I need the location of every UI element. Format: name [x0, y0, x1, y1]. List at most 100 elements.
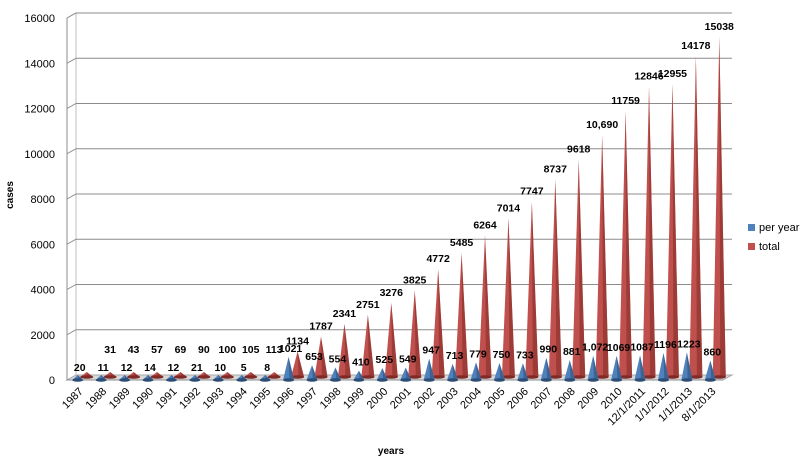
cone-per-year	[165, 375, 177, 382]
cone-per-year	[353, 370, 365, 382]
data-label-per-year: 990	[540, 344, 558, 356]
data-label-per-year: 733	[516, 349, 534, 361]
cone-per-year	[611, 355, 623, 382]
data-label-total: 7747	[520, 186, 544, 198]
cone-total	[150, 372, 164, 379]
data-label-per-year: 713	[446, 350, 464, 362]
data-label-total: 12955	[658, 68, 687, 80]
cone-total	[525, 201, 539, 379]
data-label-per-year: 12	[121, 362, 133, 374]
cone-total	[431, 269, 445, 379]
data-label-total: 57	[151, 344, 163, 356]
data-label-per-year: 20	[74, 362, 86, 374]
data-label-total: 1787	[309, 321, 333, 333]
cone-per-year	[470, 362, 482, 382]
x-tick-label: 1995	[247, 386, 273, 412]
cone-per-year	[540, 357, 552, 382]
axis-layer: years cases 0 2000 4000 6000 8000 10000 12000 1…	[5, 13, 718, 457]
cone-total	[244, 372, 258, 379]
x-tick-label: 1999	[341, 386, 367, 412]
y-tick-label: 8000	[31, 194, 55, 206]
data-label-per-year: 12	[168, 362, 180, 374]
cone-per-year	[95, 375, 107, 382]
label-layer: 2031114312571469129021100101055113811341…	[74, 21, 734, 374]
x-tick-label: 1996	[271, 386, 297, 412]
data-label-total: 10,690	[586, 119, 618, 131]
cone-total	[337, 324, 351, 379]
x-tick-label: 2002	[411, 386, 437, 412]
x-tick-label: 2000	[365, 386, 391, 412]
data-label-per-year: 947	[422, 345, 440, 357]
cone-per-year	[681, 352, 693, 382]
cone-per-year	[72, 375, 84, 382]
data-label-per-year: 881	[563, 346, 581, 358]
cone-per-year	[634, 355, 646, 382]
y-tick-label: 10000	[24, 149, 55, 161]
data-label-per-year: 1069	[607, 342, 631, 354]
grid-layer	[65, 12, 734, 381]
data-label-per-year: 8	[264, 362, 270, 374]
legend-swatch-total	[748, 243, 755, 250]
data-label-total: 90	[198, 344, 210, 356]
data-label-per-year: 1196	[654, 339, 677, 351]
cone-total	[103, 372, 117, 379]
data-label-total: 113	[266, 344, 283, 356]
cone-per-year	[376, 368, 388, 382]
y-tick-label: 14000	[24, 58, 55, 70]
data-label-total: 3825	[403, 274, 427, 286]
x-tick-label: 2005	[482, 386, 508, 412]
gridline	[66, 284, 732, 290]
cone-total	[619, 110, 633, 379]
cone-total	[501, 218, 515, 379]
cone-total	[314, 336, 328, 379]
x-tick-label: 2003	[435, 386, 461, 412]
gridline	[66, 12, 732, 19]
data-label-total: 105	[242, 344, 260, 356]
cone-total	[572, 159, 586, 379]
data-label-total: 12846	[634, 70, 663, 82]
cone-total	[665, 83, 679, 379]
data-label-total: 15038	[705, 21, 734, 33]
data-label-per-year: 554	[329, 353, 347, 365]
cone-total	[642, 86, 656, 379]
cone-total	[548, 179, 562, 379]
legend-label-total: total	[759, 241, 780, 253]
cone-per-year	[119, 375, 131, 382]
y-axis-title: cases	[5, 181, 16, 209]
cone-total	[220, 372, 234, 379]
cone-layer	[72, 36, 726, 382]
data-label-per-year: 525	[376, 354, 394, 366]
data-label-total: 100	[219, 344, 237, 356]
data-label-total: 69	[175, 344, 187, 356]
data-label-total: 3276	[380, 287, 404, 299]
data-label-per-year: 549	[399, 354, 417, 366]
gridline	[66, 193, 732, 200]
x-tick-label: 1989	[107, 386, 133, 412]
data-label-total: 8737	[544, 163, 568, 175]
gridline	[66, 57, 732, 64]
data-label-per-year: 14	[144, 362, 156, 374]
y-tick-label: 6000	[31, 239, 55, 251]
cone-total	[197, 372, 211, 379]
gridline	[66, 238, 732, 245]
data-label-total: 9618	[567, 143, 591, 155]
cone-per-year	[493, 363, 505, 382]
cone-per-year	[587, 355, 599, 382]
cone-total	[80, 372, 94, 379]
x-tick-label: 1998	[318, 386, 344, 412]
data-label-total: 14178	[681, 40, 710, 52]
data-label-per-year: 410	[352, 357, 370, 369]
data-label-total: 5485	[450, 237, 474, 249]
x-tick-label: 1991	[154, 386, 180, 412]
cone-per-year	[306, 365, 318, 382]
x-tick-label: 1997	[294, 386, 320, 412]
cone-per-year	[704, 360, 716, 382]
data-label-total: 1134	[286, 335, 309, 347]
data-label-per-year: 779	[469, 348, 487, 360]
data-label-total: 43	[128, 344, 140, 356]
cone-per-year	[212, 375, 224, 382]
cone-total	[712, 36, 726, 379]
data-label-total: 7014	[497, 202, 521, 214]
data-label-per-year: 5	[241, 362, 247, 374]
